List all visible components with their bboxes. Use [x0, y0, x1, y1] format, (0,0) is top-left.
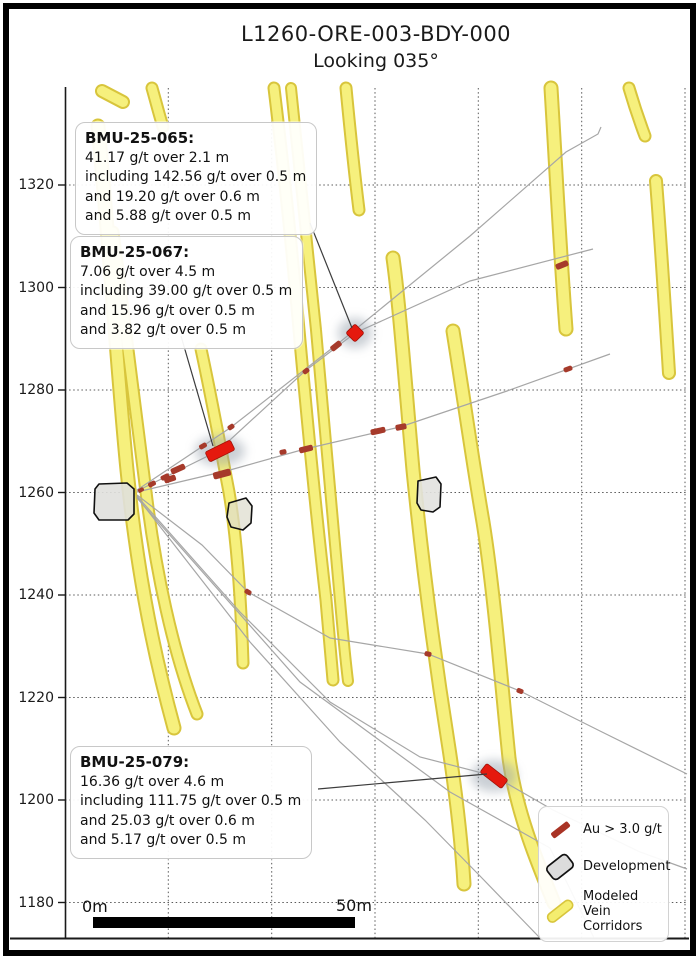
callout-hole-id: BMU-25-067: [80, 243, 190, 261]
y-tick-label: 1240 [18, 587, 54, 603]
callout-bmu-25-065: BMU-25-065: 41.17 g/t over 2.1 m includi… [75, 122, 318, 235]
callout-bmu-25-079: BMU-25-079: 16.36 g/t over 4.6 m includi… [70, 746, 313, 859]
y-tick-label: 1200 [18, 792, 54, 808]
legend-label: Modeled Vein Corridors [583, 888, 643, 934]
au-intercept-markers [137, 260, 573, 789]
legend-item-veins: Modeled Vein Corridors [539, 889, 668, 934]
au-intercept-icon [551, 821, 571, 838]
callout-hole-id: BMU-25-079: [80, 753, 190, 771]
scale-50m-label: 50m [336, 896, 372, 915]
callout-bmu-25-067: BMU-25-067: 7.06 g/t over 4.5 m includin… [70, 236, 304, 349]
intercept-bmu-25-067 [205, 440, 235, 462]
legend-label: Au > 3.0 g/t [583, 822, 662, 837]
vein-corridors [90, 80, 676, 911]
intercept-glows [195, 318, 517, 792]
scale-bar [93, 917, 355, 928]
callout-line: 7.06 g/t over 4.5 m [80, 263, 216, 280]
legend: Au > 3.0 g/t Development Modeled Vein Co… [538, 806, 671, 942]
y-tick-label: 1280 [18, 382, 54, 398]
vein-corridor-icon [546, 899, 574, 923]
callout-line: and 5.17 g/t over 0.5 m [80, 832, 246, 848]
callout-line: including 111.75 g/t over 0.5 m [80, 793, 302, 809]
callout-line: and 3.82 g/t over 0.5 m [80, 322, 246, 338]
scale-zero-label: 0m [82, 897, 108, 916]
callout-line: including 39.00 g/t over 0.5 m [80, 283, 293, 299]
legend-item-development: Development [539, 852, 671, 882]
callout-hole-id: BMU-25-065: [85, 129, 195, 147]
intercept-bmu-25-079 [480, 763, 508, 789]
y-tick-label: 1320 [18, 177, 54, 193]
callout-line: including 142.56 g/t over 0.5 m [85, 169, 307, 185]
callout-line: and 19.20 g/t over 0.6 m [85, 188, 260, 205]
development-polygons [93, 476, 442, 531]
y-tick-label: 1180 [18, 894, 54, 911]
callout-line: 41.17 g/t over 2.1 m [85, 149, 230, 166]
legend-label: Development [583, 859, 671, 874]
y-tick-label: 1260 [18, 484, 54, 501]
callout-line: and 25.03 g/t over 0.6 m [80, 812, 255, 829]
legend-item-au: Au > 3.0 g/t [539, 815, 668, 845]
callout-leaders [180, 222, 488, 790]
page-subtitle: Looking 035° [313, 50, 439, 72]
callout-line: and 5.88 g/t over 0.5 m [85, 208, 251, 224]
development-icon [545, 853, 575, 880]
page-title: L1260-ORE-003-BDY-000 [240, 22, 512, 46]
intercept-bmu-25-065 [346, 324, 364, 342]
y-tick-label: 1300 [18, 279, 54, 296]
title-block: L1260-ORE-003-BDY-000 Looking 035° [65, 22, 687, 72]
callout-line: 16.36 g/t over 4.6 m [80, 773, 225, 790]
y-tick-label: 1220 [18, 689, 54, 706]
callout-line: and 15.96 g/t over 0.5 m [80, 302, 255, 319]
